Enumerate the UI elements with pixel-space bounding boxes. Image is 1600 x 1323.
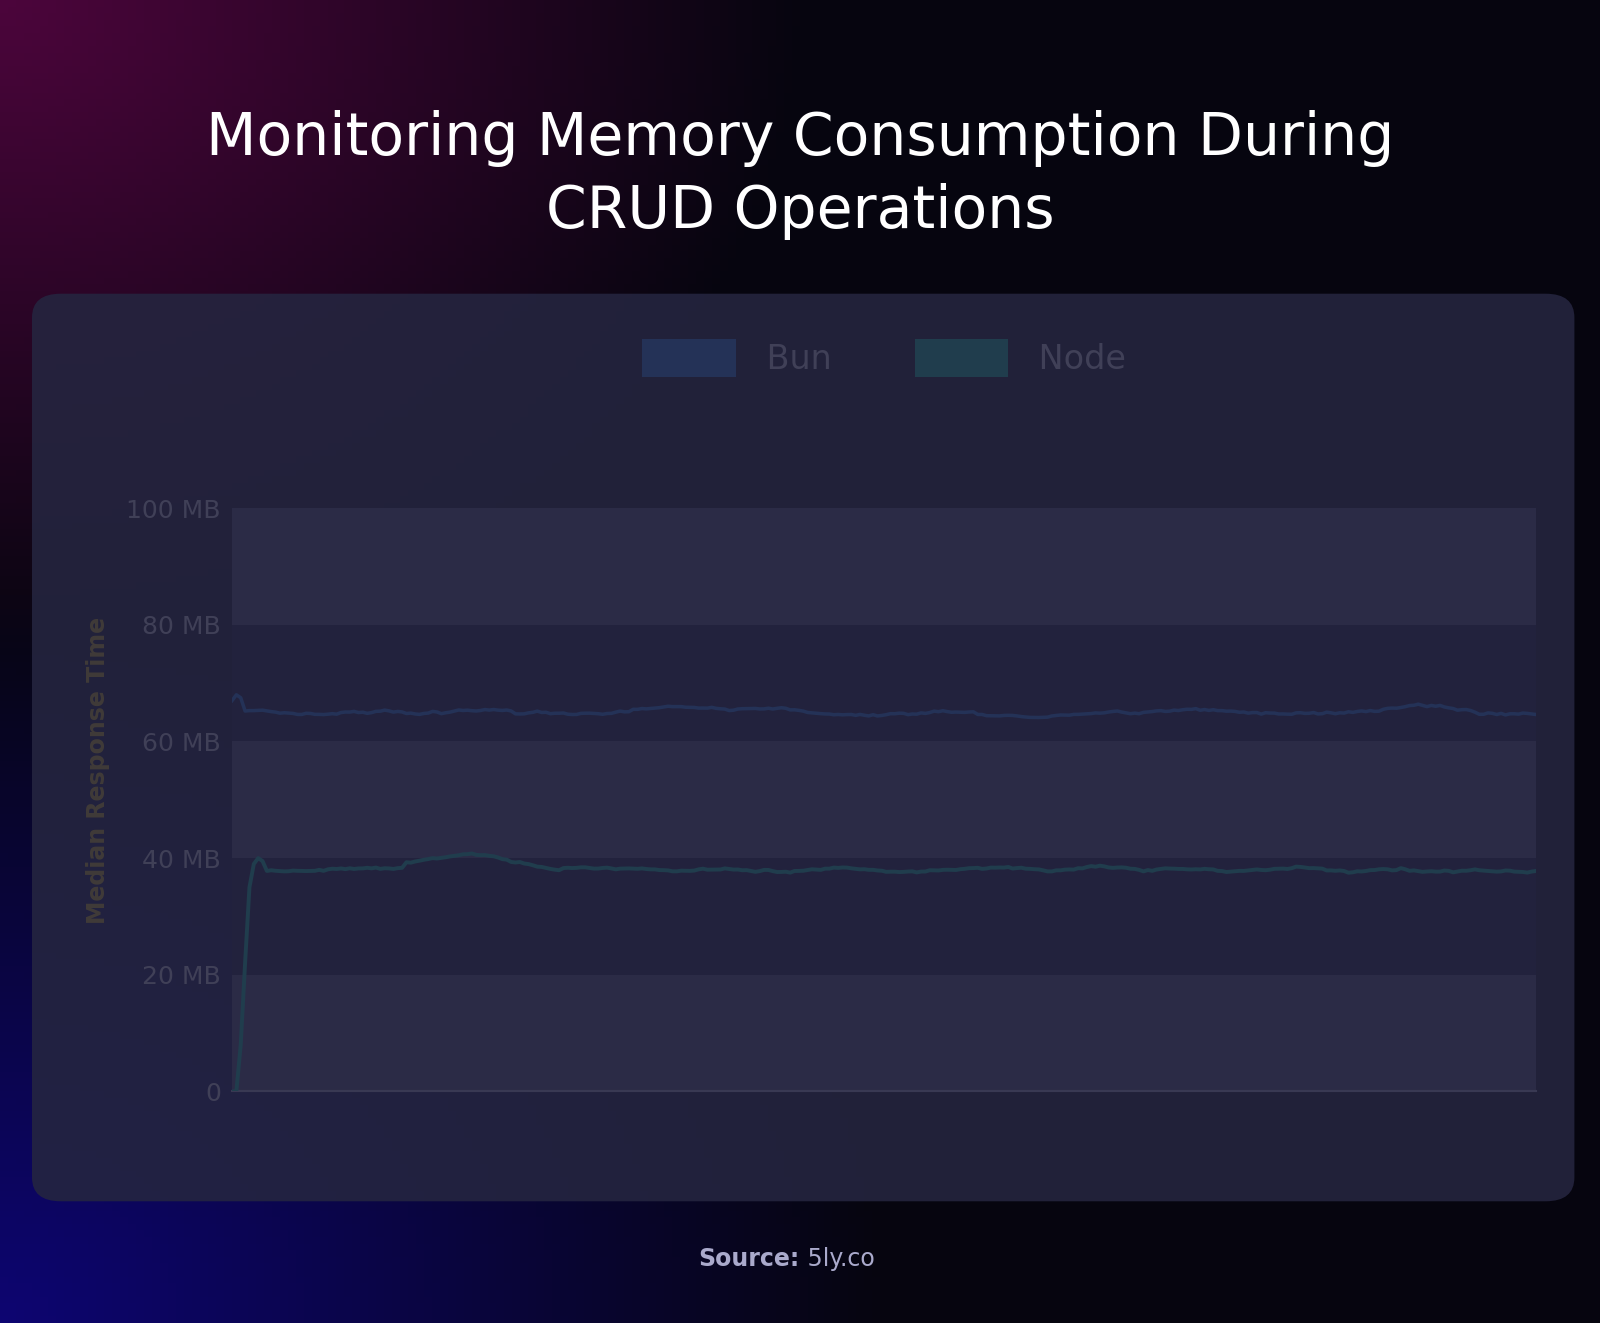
Bar [232, 508, 1536, 624]
Text: 5ly.co: 5ly.co [800, 1248, 875, 1271]
Text: Monitoring Memory Consumption During: Monitoring Memory Consumption During [206, 110, 1394, 168]
Bar [232, 975, 1536, 1091]
Y-axis label: Median Response Time: Median Response Time [86, 617, 110, 925]
Text: Source:: Source: [699, 1248, 800, 1271]
Legend:  Bun,  Node: Bun, Node [629, 325, 1139, 390]
Bar [232, 741, 1536, 859]
Text: CRUD Operations: CRUD Operations [546, 183, 1054, 241]
Bar [232, 624, 1536, 741]
Bar [232, 859, 1536, 975]
